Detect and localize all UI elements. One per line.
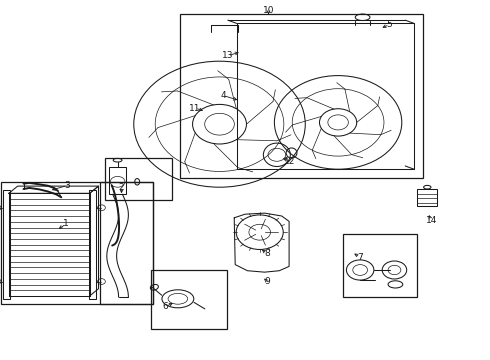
Text: 8: 8 xyxy=(264,249,270,258)
Bar xyxy=(109,167,126,194)
Bar xyxy=(151,270,227,329)
Text: 5: 5 xyxy=(387,20,392,29)
Text: 9: 9 xyxy=(264,277,270,286)
Bar xyxy=(105,158,172,200)
Bar xyxy=(1,182,153,304)
Text: 12: 12 xyxy=(284,157,296,166)
Bar xyxy=(343,234,416,297)
Bar xyxy=(3,190,10,299)
Text: 11: 11 xyxy=(189,104,201,112)
Text: 1: 1 xyxy=(63,219,69,228)
Text: 14: 14 xyxy=(425,216,437,225)
Bar xyxy=(180,14,423,178)
Text: 10: 10 xyxy=(263,5,274,14)
Text: 2: 2 xyxy=(119,183,124,192)
Text: 13: 13 xyxy=(222,51,234,60)
Text: 3: 3 xyxy=(65,181,71,190)
Bar xyxy=(100,182,153,304)
Text: 7: 7 xyxy=(357,253,363,262)
Text: 6: 6 xyxy=(163,302,169,311)
Bar xyxy=(89,190,96,299)
Bar xyxy=(417,189,437,206)
Text: 4: 4 xyxy=(220,91,226,100)
